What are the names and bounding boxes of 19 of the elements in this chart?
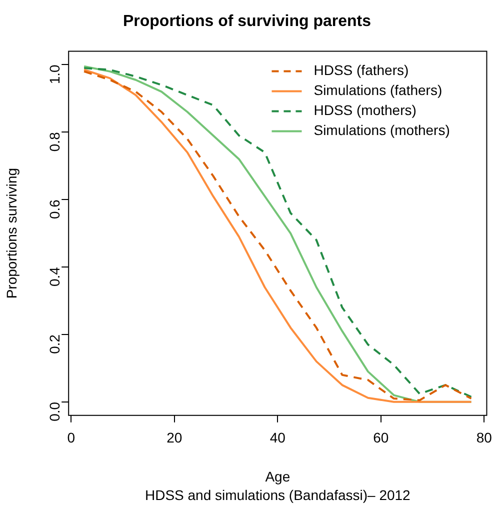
x-tick-label: 40 — [270, 430, 286, 446]
y-tick-label: 1.0 — [46, 64, 62, 84]
x-tick-label: 0 — [67, 430, 76, 446]
x-axis-title: Age — [265, 468, 290, 484]
y-tick-label: 0.8 — [46, 132, 62, 152]
legend-label: HDSS (fathers) — [314, 62, 409, 78]
chart-title: Proportions of surviving parents — [122, 13, 372, 30]
legend-label: HDSS (mothers) — [314, 102, 416, 118]
x-tick-label: 80 — [476, 430, 492, 446]
y-axis-title: Proportions surviving — [3, 168, 20, 299]
x-tick-label: 20 — [166, 430, 182, 446]
x-tick-label: 60 — [373, 430, 389, 446]
y-tick-label: 0.4 — [46, 266, 62, 286]
y-tick-label: 0.6 — [46, 199, 62, 220]
y-tick-label: 0.2 — [46, 334, 62, 354]
text: HDSS and simulations (Bandafassi)– 2012 — [144, 486, 411, 503]
legend-label: Simulations (mothers) — [314, 122, 450, 138]
legend-label: Simulations (fathers) — [314, 82, 442, 98]
y-tick-label: 0.0 — [46, 402, 62, 422]
